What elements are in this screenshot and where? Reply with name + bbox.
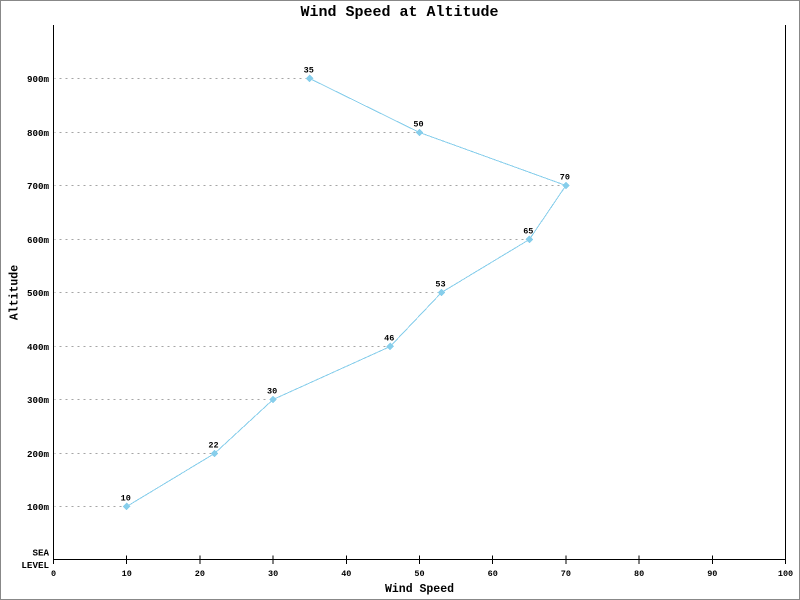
svg-text:900m: 900m bbox=[27, 74, 50, 85]
svg-text:50: 50 bbox=[413, 120, 423, 130]
svg-text:Wind Speed: Wind Speed bbox=[385, 583, 454, 596]
svg-text:700m: 700m bbox=[27, 181, 50, 192]
svg-text:400m: 400m bbox=[27, 342, 50, 353]
svg-text:100: 100 bbox=[778, 569, 793, 579]
svg-text:300m: 300m bbox=[27, 395, 50, 406]
svg-text:40: 40 bbox=[341, 569, 351, 579]
svg-text:Wind Speed at Altitude: Wind Speed at Altitude bbox=[300, 4, 498, 21]
svg-text:20: 20 bbox=[195, 569, 205, 579]
svg-text:22: 22 bbox=[208, 441, 218, 451]
svg-text:10: 10 bbox=[122, 569, 132, 579]
svg-text:30: 30 bbox=[267, 387, 277, 397]
svg-text:46: 46 bbox=[384, 334, 394, 344]
svg-text:80: 80 bbox=[634, 569, 644, 579]
svg-text:70: 70 bbox=[560, 173, 570, 183]
svg-text:10: 10 bbox=[121, 494, 131, 504]
svg-text:100m: 100m bbox=[27, 502, 50, 513]
svg-text:53: 53 bbox=[435, 280, 445, 290]
svg-text:60: 60 bbox=[488, 569, 498, 579]
svg-text:50: 50 bbox=[414, 569, 424, 579]
svg-text:200m: 200m bbox=[27, 449, 50, 460]
svg-text:500m: 500m bbox=[27, 288, 50, 299]
svg-text:600m: 600m bbox=[27, 235, 50, 246]
svg-text:LEVEL: LEVEL bbox=[21, 560, 49, 571]
svg-text:0: 0 bbox=[51, 569, 56, 579]
svg-text:800m: 800m bbox=[27, 128, 50, 139]
svg-text:Altitude: Altitude bbox=[9, 265, 22, 320]
svg-text:SEA: SEA bbox=[32, 548, 49, 559]
svg-text:35: 35 bbox=[304, 66, 314, 76]
svg-text:70: 70 bbox=[561, 569, 571, 579]
svg-text:65: 65 bbox=[523, 227, 533, 237]
svg-text:90: 90 bbox=[707, 569, 717, 579]
svg-text:30: 30 bbox=[268, 569, 278, 579]
